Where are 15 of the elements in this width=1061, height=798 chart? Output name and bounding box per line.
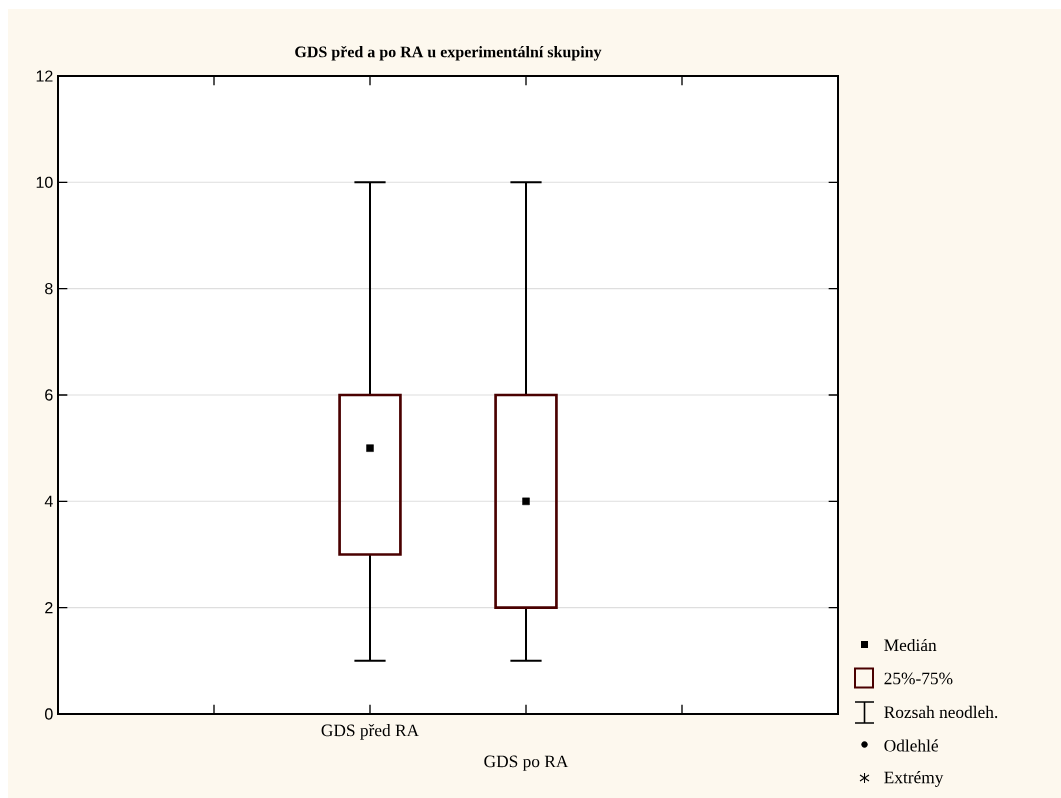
- text: Extrémy: [884, 771, 944, 787]
- y-tick-label: 2: [45, 602, 53, 614]
- y-tick-label: 12: [36, 70, 53, 82]
- x-tick-label: GDS po RA: [484, 755, 569, 771]
- y-tick-label: 10: [36, 176, 53, 188]
- text: Odlehlé: [884, 739, 938, 752]
- y-tick-label: 6: [45, 389, 53, 401]
- text: Medián: [884, 638, 937, 652]
- text: 25%-75%: [884, 672, 953, 685]
- x-tick-label: GDS před RA: [321, 724, 419, 740]
- y-tick-label: 8: [45, 282, 53, 295]
- text: Rozsah neodleh.: [884, 705, 998, 719]
- y-tick-label: 4: [44, 495, 53, 507]
- chart-title: GDS před a po RA u experimentální skupiny: [295, 45, 602, 61]
- y-tick-label: 0: [45, 708, 53, 720]
